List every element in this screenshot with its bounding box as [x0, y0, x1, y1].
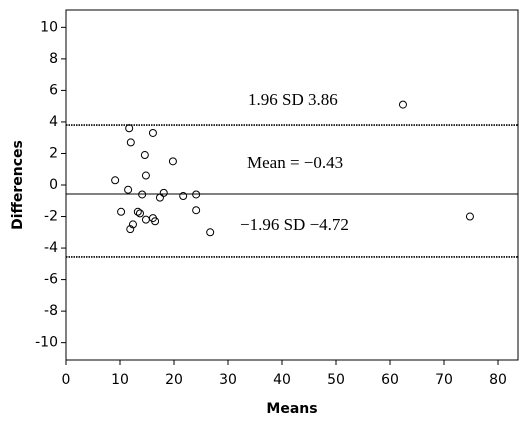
y-tick-label: -4 — [44, 240, 58, 256]
point — [126, 225, 135, 234]
point — [398, 100, 407, 109]
point — [111, 176, 120, 185]
x-tick-label: 10 — [111, 372, 129, 388]
annotation: Mean = −0.43 — [247, 153, 343, 172]
point — [141, 215, 150, 224]
point — [192, 190, 201, 199]
y-tick-label: 8 — [49, 51, 58, 67]
plot-frame — [65, 9, 519, 361]
x-tick-label: 70 — [435, 372, 453, 388]
y-tick-label: 6 — [49, 82, 58, 98]
y-tick-label: 2 — [49, 145, 58, 161]
x-axis-label: Means — [266, 401, 317, 417]
point — [124, 185, 133, 194]
point — [126, 138, 135, 147]
point — [125, 124, 134, 133]
point — [141, 171, 150, 180]
x-tick-label: 80 — [489, 372, 507, 388]
point — [140, 151, 149, 160]
y-tick-label: 0 — [49, 177, 58, 193]
x-tick-label: 50 — [327, 372, 345, 388]
point — [128, 220, 137, 229]
point — [148, 128, 157, 137]
x-tick-label: 30 — [219, 372, 237, 388]
point — [159, 188, 168, 197]
annotation: −1.96 SD −4.72 — [240, 215, 349, 234]
y-tick-label: 10 — [40, 19, 58, 35]
x-tick-label: 60 — [381, 372, 399, 388]
x-tick-label: 0 — [62, 372, 71, 388]
point — [192, 206, 201, 215]
point — [168, 157, 177, 166]
point — [179, 192, 188, 201]
point — [138, 190, 147, 199]
point — [151, 217, 160, 226]
point — [133, 207, 142, 216]
y-tick-label: -8 — [44, 303, 58, 319]
point — [206, 228, 215, 237]
y-tick-label: -2 — [44, 209, 58, 225]
point — [155, 193, 164, 202]
x-tick-label: 40 — [273, 372, 291, 388]
point — [117, 207, 126, 216]
x-tick-label: 20 — [165, 372, 183, 388]
point — [135, 209, 144, 218]
y-tick-label: 4 — [49, 114, 58, 130]
point — [465, 212, 474, 221]
y-axis-label: Differences — [10, 140, 26, 230]
y-tick-label: -6 — [44, 272, 58, 288]
annotation: 1.96 SD 3.86 — [248, 90, 338, 109]
y-tick-label: -10 — [35, 335, 58, 351]
